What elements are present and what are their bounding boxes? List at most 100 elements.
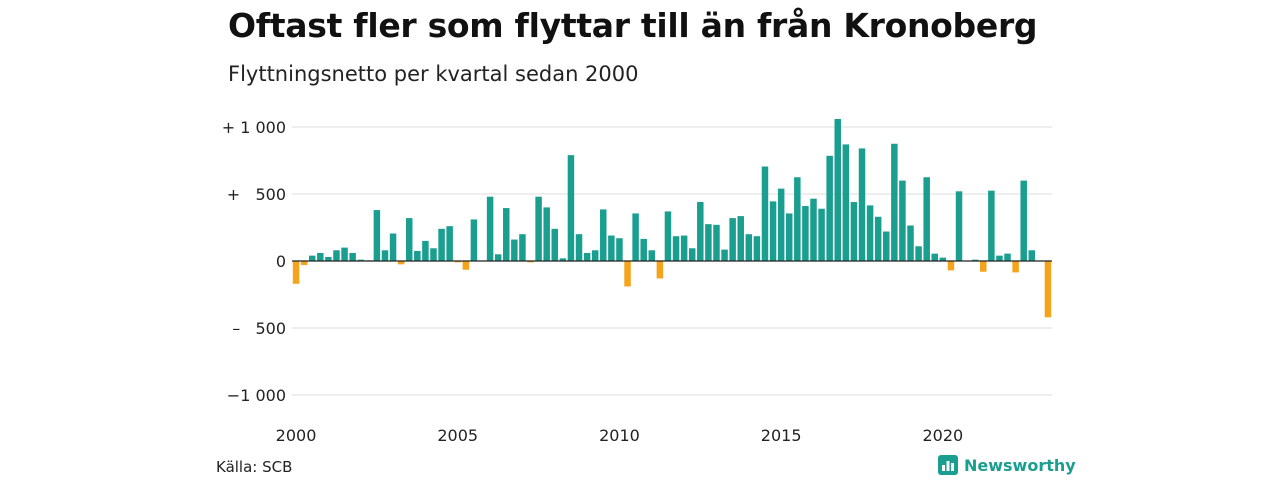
bar bbox=[389, 233, 397, 261]
bar bbox=[446, 226, 453, 261]
bar bbox=[438, 228, 445, 261]
bar bbox=[761, 166, 769, 261]
bar bbox=[777, 188, 785, 261]
bar bbox=[705, 224, 712, 261]
bar bbox=[373, 210, 381, 261]
x-tick-label: 2020 bbox=[922, 426, 963, 445]
brand-name: Newsworthy bbox=[964, 455, 1076, 475]
bar bbox=[802, 206, 809, 261]
bar bbox=[729, 218, 736, 261]
bar bbox=[785, 213, 793, 261]
bar bbox=[648, 250, 656, 261]
bar bbox=[680, 235, 688, 261]
bar bbox=[688, 248, 696, 261]
bar bbox=[414, 250, 421, 261]
y-tick-label: + 1 000 bbox=[222, 118, 286, 137]
bar bbox=[1020, 180, 1027, 261]
bar bbox=[567, 155, 575, 261]
bar bbox=[640, 238, 647, 261]
bar bbox=[915, 246, 922, 261]
bar bbox=[535, 196, 542, 261]
bar bbox=[575, 234, 583, 261]
bar bbox=[721, 249, 728, 261]
bar bbox=[834, 118, 841, 262]
bar bbox=[1004, 253, 1011, 261]
bar bbox=[664, 211, 672, 261]
bar bbox=[923, 177, 930, 261]
brand-logo: Newsworthy bbox=[938, 455, 1076, 475]
bar bbox=[430, 248, 437, 261]
bar bbox=[842, 144, 850, 261]
bar bbox=[769, 201, 777, 261]
bar bbox=[794, 177, 801, 261]
bar bbox=[931, 253, 939, 261]
bar bbox=[737, 216, 744, 261]
bar bbox=[850, 202, 858, 261]
bar bbox=[527, 261, 534, 263]
bar bbox=[883, 231, 890, 261]
bar bbox=[697, 202, 704, 261]
bar bbox=[907, 225, 914, 261]
bar bbox=[971, 259, 979, 261]
bar bbox=[713, 224, 720, 261]
bar bbox=[616, 238, 623, 261]
bar bbox=[858, 148, 866, 261]
bar bbox=[551, 228, 559, 261]
bar bbox=[397, 261, 405, 265]
y-tick-label: 0 bbox=[276, 252, 286, 271]
bar bbox=[874, 216, 882, 261]
bar bbox=[308, 255, 316, 261]
bar bbox=[341, 247, 348, 261]
bar bbox=[866, 205, 874, 261]
x-tick-label: 2010 bbox=[599, 426, 640, 445]
chart-title: Oftast fler som flyttar till än från Kro… bbox=[228, 6, 1038, 45]
bar bbox=[826, 155, 833, 261]
bar bbox=[486, 196, 494, 261]
bar-chart-icon bbox=[938, 455, 958, 475]
bar bbox=[349, 252, 356, 261]
bar bbox=[1044, 261, 1052, 318]
bar bbox=[591, 250, 599, 261]
bar bbox=[947, 261, 955, 271]
bar bbox=[300, 261, 308, 266]
x-tick-label: 2000 bbox=[276, 426, 317, 445]
y-tick-label: – 500 bbox=[232, 319, 286, 338]
bar bbox=[559, 258, 567, 261]
bar bbox=[494, 254, 502, 261]
bar bbox=[810, 198, 817, 261]
bar bbox=[503, 208, 510, 261]
bar bbox=[583, 252, 591, 261]
y-tick-label: −1 000 bbox=[227, 386, 286, 405]
bar bbox=[939, 257, 947, 261]
bar bbox=[608, 235, 615, 261]
bar bbox=[511, 239, 518, 261]
bar bbox=[1012, 261, 1019, 273]
bar bbox=[656, 261, 664, 279]
bar bbox=[672, 236, 680, 261]
bar bbox=[357, 259, 364, 261]
bar bbox=[470, 219, 478, 261]
bar bbox=[292, 261, 300, 284]
bar bbox=[818, 208, 825, 261]
bar bbox=[980, 261, 987, 272]
bar bbox=[753, 236, 761, 261]
bar bbox=[600, 209, 607, 261]
bar bbox=[899, 180, 906, 261]
source-note: Källa: SCB bbox=[216, 458, 293, 476]
bar bbox=[333, 250, 340, 261]
bar bbox=[632, 213, 639, 261]
x-tick-label: 2015 bbox=[761, 426, 802, 445]
bar bbox=[996, 255, 1003, 261]
y-tick-label: + 500 bbox=[227, 185, 286, 204]
bar bbox=[462, 261, 470, 270]
bar bbox=[454, 261, 461, 263]
bar bbox=[955, 191, 963, 261]
bar bbox=[988, 190, 995, 261]
bar bbox=[422, 240, 429, 261]
bar bbox=[1028, 250, 1036, 261]
bar bbox=[317, 252, 324, 261]
x-tick-label: 2005 bbox=[437, 426, 478, 445]
chart-subtitle: Flyttningsnetto per kvartal sedan 2000 bbox=[228, 62, 639, 86]
bar bbox=[543, 207, 550, 261]
bar bbox=[381, 250, 389, 261]
